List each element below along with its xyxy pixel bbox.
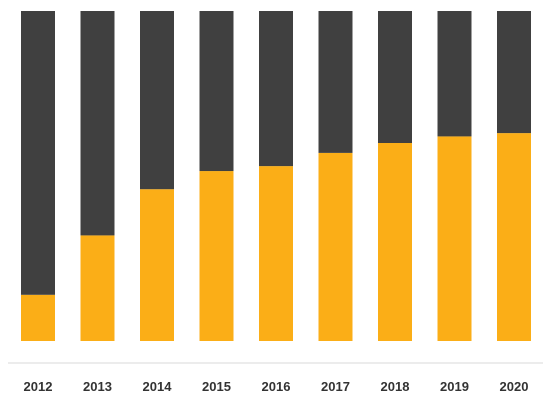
bar-2018-segment-1 — [378, 143, 412, 341]
bar-2020-segment-2 — [497, 11, 531, 134]
x-tick-label-2013: 2013 — [83, 379, 112, 394]
bar-2012-segment-1 — [21, 294, 55, 341]
bar-2013-segment-1 — [80, 235, 115, 341]
x-tick-label-2019: 2019 — [440, 379, 469, 394]
bar-2019-segment-2 — [437, 11, 472, 137]
bar-2012-segment-2 — [21, 11, 55, 295]
bar-2015-segment-2 — [199, 11, 234, 172]
x-tick-label-2018: 2018 — [381, 379, 410, 394]
bar-2020-segment-1 — [497, 133, 531, 341]
bar-2014-segment-2 — [140, 11, 174, 190]
x-tick-label-2012: 2012 — [24, 379, 53, 394]
bars-group — [21, 11, 531, 341]
bar-2017-segment-2 — [318, 11, 353, 153]
bar-2019-segment-1 — [437, 136, 472, 341]
x-tick-labels: 2012 2013 2014 2015 2016 2017 2018 2019 2020 — [24, 379, 529, 394]
x-tick-label-2014: 2014 — [143, 379, 173, 394]
x-tick-label-2020: 2020 — [500, 379, 529, 394]
bar-2015-segment-1 — [199, 171, 234, 341]
bar-2017-segment-1 — [318, 152, 353, 341]
bar-2016-segment-2 — [259, 11, 293, 167]
bar-2016-segment-1 — [259, 166, 293, 341]
x-tick-label-2016: 2016 — [262, 379, 291, 394]
bar-2013-segment-2 — [80, 11, 115, 236]
x-tick-label-2015: 2015 — [202, 379, 231, 394]
x-tick-label-2017: 2017 — [321, 379, 350, 394]
bar-2018-segment-2 — [378, 11, 412, 143]
bar-2014-segment-1 — [140, 189, 174, 341]
